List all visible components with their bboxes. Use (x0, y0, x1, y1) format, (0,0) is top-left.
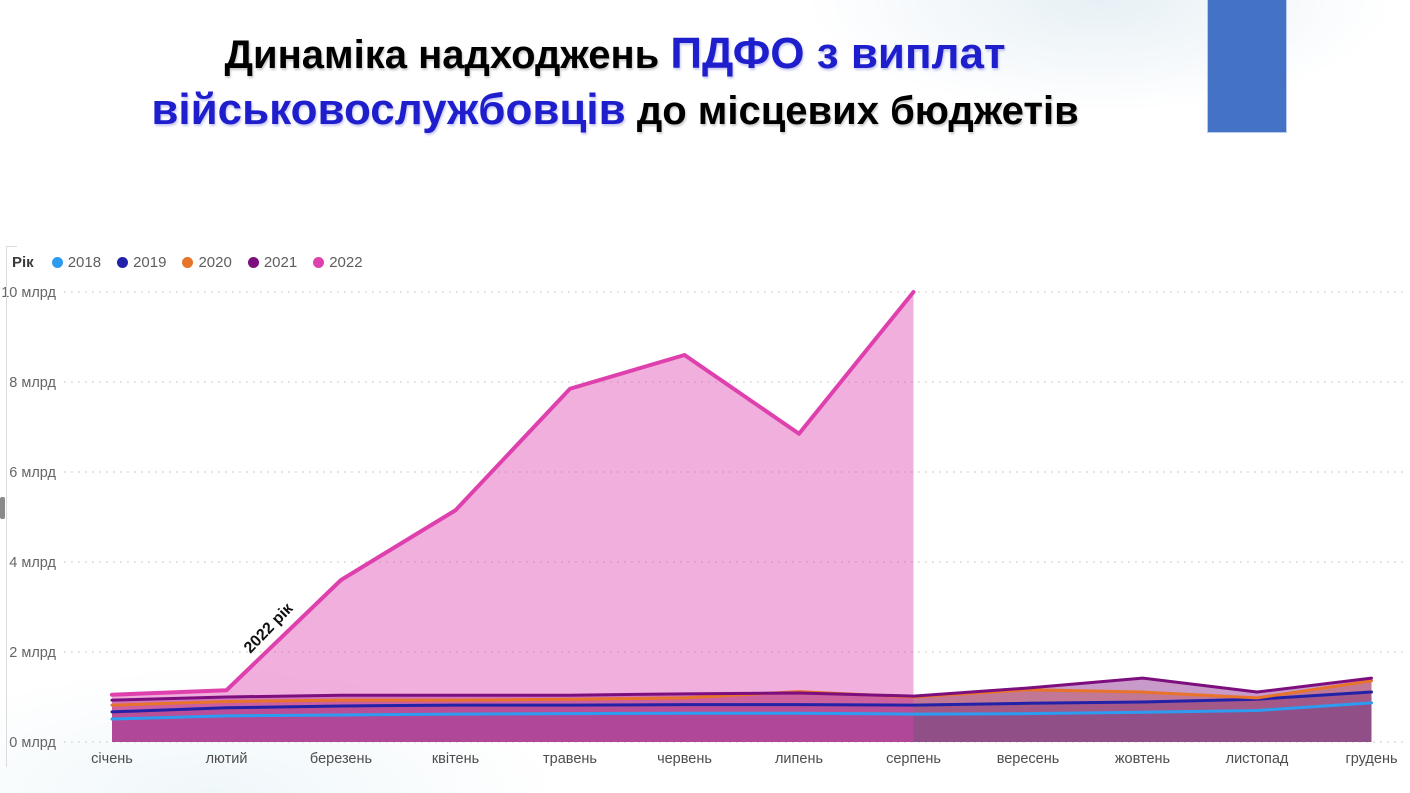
title-line-1: Динаміка надходжень ПДФО з виплат (60, 26, 1170, 82)
series-line-2018[interactable] (110, 701, 1373, 721)
legend-item-label: 2018 (67, 254, 102, 271)
title-text-blue-1: ПДФО з виплат (670, 29, 1006, 78)
legend-item-label: 2019 (133, 254, 167, 271)
x-tick-label-вересень: вересень (997, 751, 1060, 767)
legend-color-dot (51, 257, 63, 268)
title-text-blue-2: військовослужбовців (151, 85, 626, 135)
area-fill-2021[interactable] (112, 678, 1372, 742)
x-tick-label-серпень: серпень (886, 751, 941, 767)
x-tick-label-березень: березень (310, 751, 372, 767)
area-fill-2019[interactable] (112, 692, 1372, 742)
chart-container-border (6, 246, 17, 767)
legend-title: Рік (12, 254, 34, 271)
area-fill-2020[interactable] (112, 680, 1372, 742)
area-fill-2018[interactable] (112, 702, 1372, 742)
legend-item-label: 2022 (329, 254, 363, 271)
y-tick-label: 4 млрд (9, 555, 56, 571)
x-tick-label-квітень: квітень (432, 751, 479, 767)
y-tick-label: 10 млрд (1, 285, 56, 301)
legend-item-label: 2021 (263, 254, 298, 271)
legend-color-dot (247, 257, 259, 268)
page-title: Динаміка надходжень ПДФО з виплат військ… (60, 26, 1170, 139)
y-tick-label: 2 млрд (9, 645, 56, 661)
legend-color-dot (182, 257, 194, 268)
title-text-black-1: Динаміка надходжень (224, 33, 671, 77)
x-tick-label-грудень: грудень (1345, 751, 1397, 767)
legend-item-2019[interactable]: 2019 (117, 254, 166, 271)
legend-color-dot (313, 257, 325, 268)
title-line-2: військовослужбовців до місцевих бюджетів (60, 82, 1170, 138)
chart-legend: Рік 2018 2019 2020 2021 2022 (12, 254, 363, 271)
title-text-black-2: до місцевих бюджетів (625, 89, 1079, 134)
area-fill-2022[interactable] (112, 292, 914, 742)
legend-item-2022[interactable]: 2022 (313, 254, 363, 271)
x-tick-label-червень: червень (657, 751, 712, 767)
series-line-2019[interactable] (110, 690, 1373, 714)
vertical-scrollbar-thumb[interactable] (0, 497, 5, 519)
legend-item-2018[interactable]: 2018 (51, 254, 102, 271)
x-tick-label-листопад: листопад (1226, 751, 1289, 767)
series-line-2022[interactable] (110, 290, 916, 697)
legend-item-label: 2020 (198, 254, 232, 271)
legend-item-2021[interactable]: 2021 (247, 254, 298, 271)
y-tick-label: 6 млрд (9, 465, 56, 481)
x-tick-label-січень: січень (91, 751, 133, 767)
y-tick-label: 8 млрд (9, 375, 56, 391)
x-tick-label-травень: травень (543, 751, 597, 767)
y-tick-label: 0 млрд (9, 735, 56, 751)
decorative-blue-rectangle (1207, 0, 1287, 133)
legend-color-dot (117, 257, 129, 268)
x-tick-label-липень: липень (775, 751, 823, 767)
x-tick-label-лютий: лютий (206, 751, 248, 767)
series-line-2021[interactable] (110, 676, 1373, 702)
legend-item-2020[interactable]: 2020 (182, 254, 232, 271)
x-tick-label-жовтень: жовтень (1115, 751, 1170, 767)
